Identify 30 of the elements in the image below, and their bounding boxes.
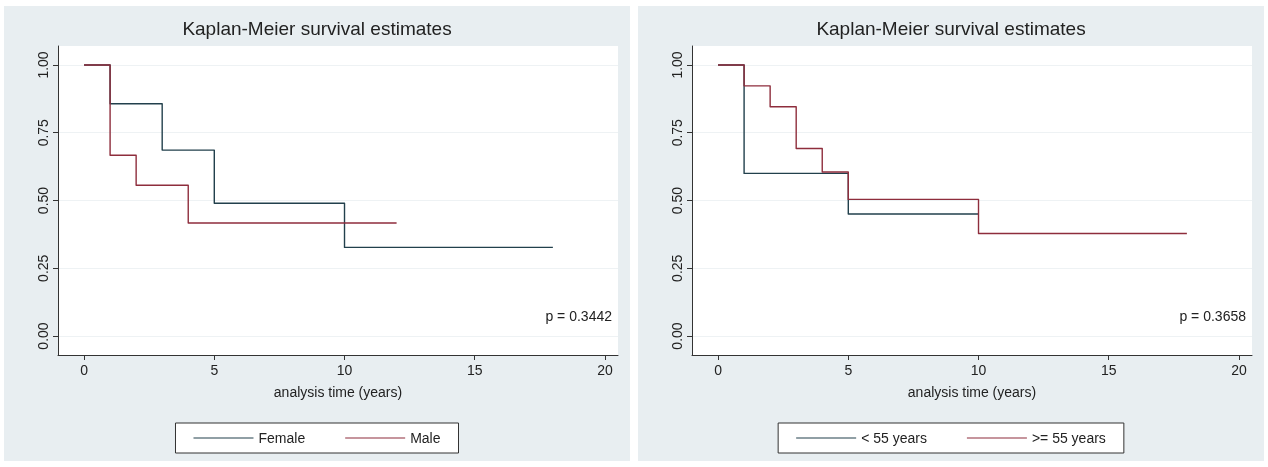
x-axis-title: analysis time (years) — [907, 384, 1037, 400]
y-tick-label: 0.50 — [35, 186, 51, 215]
y-tick-label: 0.75 — [35, 118, 51, 147]
annotation: p = 0.3442 — [545, 308, 613, 324]
y-tick-label: 1.00 — [669, 51, 685, 79]
legend-label: >= 55 years — [1031, 430, 1106, 446]
x-axis-title: analysis time (years) — [273, 384, 403, 400]
y-tick-label: 0.25 — [35, 254, 51, 282]
y-tick-label: 0.75 — [669, 118, 685, 147]
y-tick-label: 0.00 — [669, 322, 685, 350]
y-tick-label: 0.00 — [35, 322, 51, 350]
chart-title: Kaplan-Meier survival estimates — [816, 18, 1086, 39]
x-tick-label: 10 — [970, 362, 987, 378]
y-tick-label: 0.25 — [669, 254, 685, 282]
x-tick-label: 5 — [844, 362, 853, 378]
chart-title: Kaplan-Meier survival estimates — [182, 18, 452, 39]
legend-label: Male — [410, 430, 441, 446]
x-tick-label: 15 — [1100, 362, 1117, 378]
y-tick-label: 0.50 — [669, 186, 685, 215]
x-tick-label: 5 — [210, 362, 219, 378]
x-tick-label: 20 — [597, 362, 613, 378]
y-tick-label: 1.00 — [35, 51, 51, 79]
legend-label: Female — [258, 430, 306, 446]
legend-label: < 55 years — [861, 430, 927, 446]
x-tick-label: 15 — [466, 362, 483, 378]
x-tick-label: 0 — [80, 362, 89, 378]
x-tick-label: 10 — [336, 362, 353, 378]
annotation: p = 0.3658 — [1179, 308, 1247, 324]
x-tick-label: 20 — [1231, 362, 1247, 378]
x-tick-label: 0 — [714, 362, 723, 378]
